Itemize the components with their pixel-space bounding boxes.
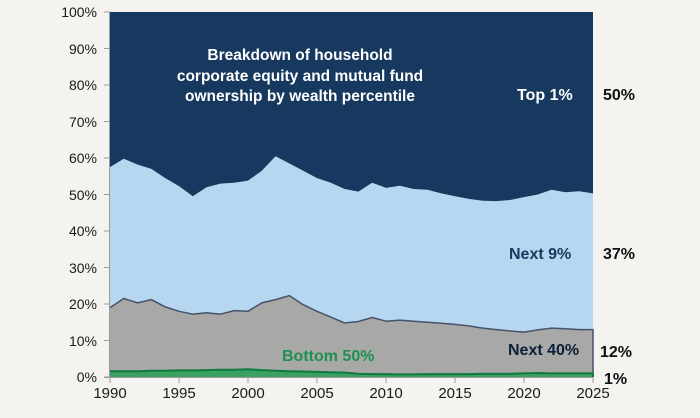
end-value-next-9: 37%: [603, 246, 636, 263]
x-tick-label: 1990: [93, 385, 127, 402]
x-tick-label: 2015: [438, 385, 472, 402]
x-tick-label: 1995: [162, 385, 196, 402]
chart-title: Breakdown of household corporate equity …: [176, 47, 424, 105]
series-label-bottom-50: Bottom 50%: [282, 348, 375, 365]
area-top-1: [110, 12, 593, 202]
x-tick-label: 2005: [300, 385, 334, 402]
y-tick-label: 30%: [68, 259, 97, 276]
series-label-next-40: Next 40%: [508, 342, 580, 359]
y-tick-label: 90%: [68, 40, 97, 57]
boundary-next-40: [109, 294, 594, 374]
y-tick-label: 40%: [68, 223, 97, 239]
end-value-top-1: 50%: [603, 87, 636, 104]
series-label-top-1: Top 1%: [517, 87, 573, 104]
area-next-40: [110, 295, 593, 375]
area-next-9: [110, 156, 593, 333]
y-tick-label: 20%: [68, 296, 97, 312]
x-tick-label: 2025: [576, 385, 610, 402]
x-tick-label: 2010: [369, 385, 403, 402]
y-tick-label: 100%: [61, 4, 97, 20]
x-tick-label: 2000: [231, 385, 265, 402]
area-bottom-50: [110, 369, 593, 377]
y-tick-label: 80%: [68, 77, 97, 93]
series-label-next-9: Next 9%: [509, 246, 572, 263]
y-tick-label: 60%: [68, 150, 97, 166]
end-value-next-40: 12%: [600, 344, 633, 361]
y-tick-label: 10%: [68, 332, 97, 349]
y-tick-label: 70%: [68, 113, 97, 130]
y-tick-label: 50%: [68, 186, 97, 203]
boundary-bottom-50: [110, 368, 594, 377]
x-tick-label: 2020: [507, 385, 541, 402]
end-value-bottom-50: 1%: [604, 371, 628, 388]
y-tick-label: 0%: [76, 369, 97, 385]
